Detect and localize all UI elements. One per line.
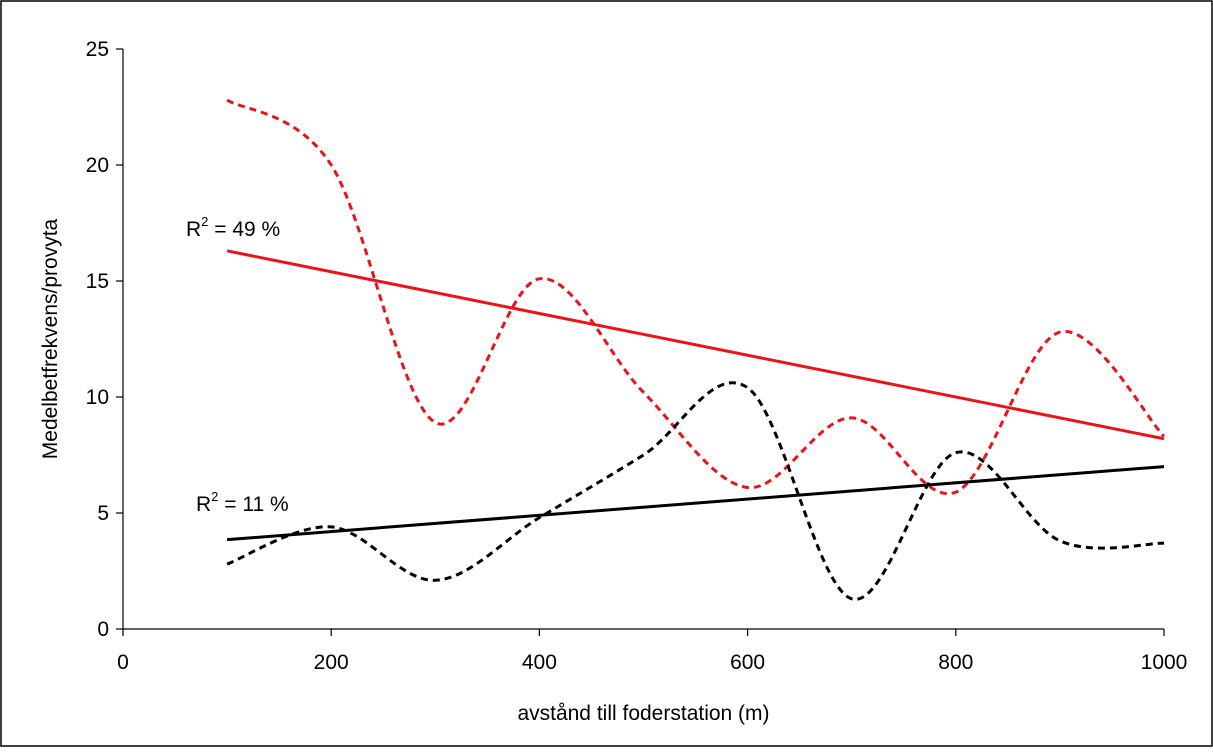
annotation-r2-red-rest: = 49 % — [208, 218, 280, 241]
y-tick-label: 25 — [86, 38, 109, 61]
x-tick-label: 800 — [938, 651, 973, 674]
annotation-r2-red-sup: 2 — [201, 214, 208, 229]
x-tick-label: 200 — [314, 651, 349, 674]
y-tick-label: 20 — [86, 154, 109, 177]
x-axis-label: avstånd till foderstation (m) — [517, 702, 769, 725]
series-red-dashed — [226, 98, 1166, 496]
annotation-r2-black-prefix: R — [196, 493, 211, 516]
y-tick-label: 0 — [97, 618, 109, 641]
y-tick-label: 10 — [86, 386, 109, 409]
annotation-r2-red-prefix: R — [186, 218, 201, 241]
series-black-dashed — [226, 381, 1165, 601]
y-tick-label: 5 — [97, 502, 109, 525]
ticks-layer: 0 200 400 600 800 1000 0 5 10 15 20 25 — [86, 38, 1188, 674]
y-tick-label: 15 — [86, 270, 109, 293]
annotation-r2-black-sup: 2 — [211, 489, 218, 504]
trendline-black — [226, 465, 1165, 542]
annotation-r2-black: R2 = 11 % — [196, 489, 289, 516]
x-tick-label: 600 — [730, 651, 765, 674]
lines-layer — [226, 98, 1166, 601]
trendline-red — [226, 249, 1165, 441]
x-tick-label: 0 — [117, 651, 129, 674]
x-tick-label: 400 — [522, 651, 557, 674]
annotation-r2-red: R2 = 49 % — [186, 214, 280, 241]
annotation-r2-black-rest: = 11 % — [218, 493, 288, 516]
x-tick-label: 1000 — [1141, 651, 1188, 674]
y-axis-label: Medelbetfrekvens/provyta — [39, 218, 62, 459]
